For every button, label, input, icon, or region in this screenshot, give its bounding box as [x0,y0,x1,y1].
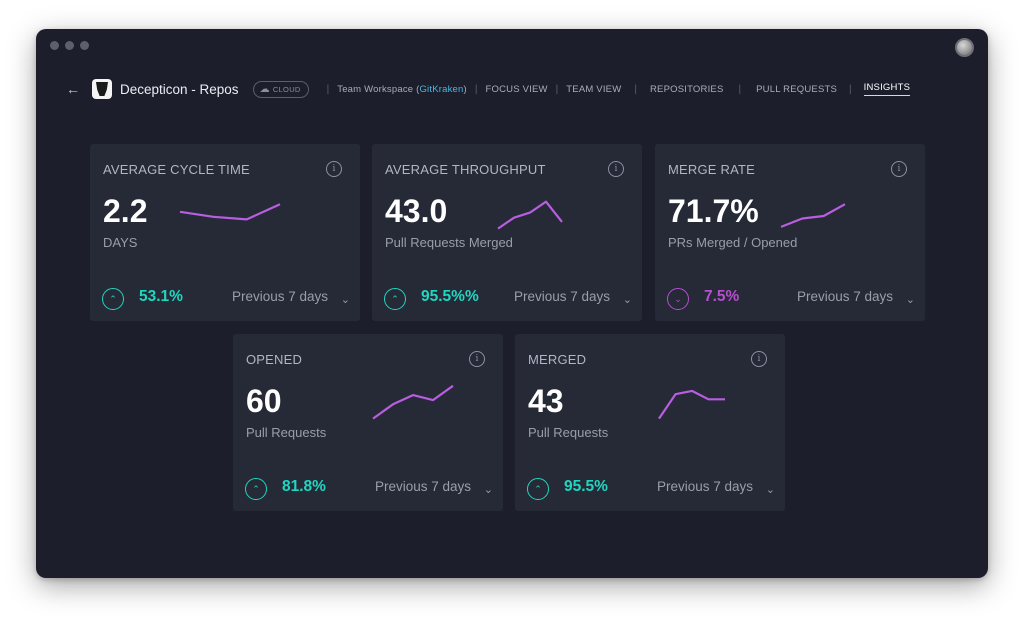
metric-card-merged: MERGED i 43 Pull Requests ⌃ 95.5% Previo… [515,334,785,511]
nav-pull-requests[interactable]: PULL REQUESTS [756,83,838,95]
change-percent: 95.5%% [421,288,479,305]
info-icon[interactable]: i [469,351,485,367]
nav-repositories[interactable]: REPOSITORIES [650,83,724,95]
chevron-up-circle-icon: ⌃ [527,478,549,500]
change-percent: 81.8% [282,478,326,495]
sparkline-series [179,203,281,221]
chevron-down-icon[interactable]: ⌄ [765,484,775,496]
metric-title: MERGED [528,352,587,367]
period-selector[interactable]: Previous 7 days [796,289,893,304]
workspace-suffix: ) [463,83,467,95]
workspace-selector[interactable]: Team Workspace (GitKraken) [337,84,467,95]
cloud-badge: ☁ CLOUD [252,80,309,98]
window-controls [50,41,89,50]
chevron-down-icon[interactable]: ⌄ [340,294,350,306]
repo-title: Decepticon - Repos [120,81,239,97]
close-window-button[interactable] [50,41,59,50]
sparkline-chart [179,203,281,221]
back-arrow-icon[interactable]: ← [66,81,80,97]
sparkline-chart [780,203,846,228]
metric-unit: DAYS [103,235,138,250]
sparkline-series [497,200,563,230]
period-selector[interactable]: Previous 7 days [513,289,610,304]
metric-card-merge-rate: MERGE RATE i 71.7% PRs Merged / Opened ⌄… [655,144,925,321]
nav-focus-view[interactable]: FOCUS VIEW [485,83,548,95]
cloud-label: CLOUD [272,84,301,94]
nav-divider: | [555,83,559,95]
change-percent: 7.5% [704,288,740,305]
cloud-icon: ☁ [259,83,270,95]
metric-value: 60 [246,383,282,419]
chevron-down-icon[interactable]: ⌄ [483,484,493,496]
nav-divider: | [634,83,637,95]
metric-value: 71.7% [668,193,759,229]
app-window: ← Decepticon - Repos ☁ CLOUD | Team Work… [36,29,988,578]
sparkline-series [372,384,454,420]
top-navigation-bar: ← Decepticon - Repos ☁ CLOUD | Team Work… [66,77,968,101]
metric-title: AVERAGE THROUGHPUT [385,162,546,177]
sparkline-chart [372,384,454,420]
sparkline-chart [658,389,725,420]
info-icon[interactable]: i [751,351,767,367]
info-icon[interactable]: i [608,161,624,177]
chevron-up-circle-icon: ⌃ [245,478,267,500]
metric-card-average-cycle-time: AVERAGE CYCLE TIME i 2.2 DAYS ⌃ 53.1% Pr… [90,144,360,321]
metric-unit: PRs Merged / Opened [668,235,798,250]
period-selector[interactable]: Previous 7 days [374,479,471,494]
metric-unit: Pull Requests [246,425,327,440]
info-icon[interactable]: i [326,161,342,177]
sparkline-series [658,389,725,420]
change-percent: 53.1% [139,288,183,305]
chevron-down-icon[interactable]: ⌄ [622,294,632,306]
sparkline-series [780,203,846,228]
sparkline-chart [497,200,563,230]
nav-team-view[interactable]: TEAM VIEW [566,83,622,95]
user-avatar-button[interactable] [955,38,974,57]
nav-divider: | [738,83,742,95]
maximize-window-button[interactable] [80,41,89,50]
metric-title: OPENED [246,352,303,367]
metric-value: 43.0 [385,193,448,229]
metric-card-average-throughput: AVERAGE THROUGHPUT i 43.0 Pull Requests … [372,144,642,321]
chevron-up-circle-icon: ⌃ [384,288,406,310]
metric-title: MERGE RATE [668,162,755,177]
nav-divider: | [849,83,852,95]
metric-card-opened: OPENED i 60 Pull Requests ⌃ 81.8% Previo… [233,334,503,511]
metric-value: 2.2 [103,193,148,229]
repo-logo [92,79,112,99]
minimize-window-button[interactable] [65,41,74,50]
nav-divider: | [326,83,330,95]
workspace-prefix: Team Workspace ( [337,83,420,95]
change-percent: 95.5% [564,478,608,495]
nav-divider: | [474,83,478,95]
period-selector[interactable]: Previous 7 days [231,289,328,304]
chevron-up-circle-icon: ⌃ [102,288,124,310]
metric-unit: Pull Requests Merged [385,235,513,250]
chevron-down-circle-icon: ⌄ [667,288,689,310]
workspace-org: GitKraken [419,83,464,95]
metric-value: 43 [528,383,564,419]
nav-insights[interactable]: INSIGHTS [863,82,911,96]
metric-unit: Pull Requests [528,425,609,440]
chevron-down-icon[interactable]: ⌄ [905,294,915,306]
period-selector[interactable]: Previous 7 days [656,479,753,494]
info-icon[interactable]: i [891,161,907,177]
metric-title: AVERAGE CYCLE TIME [103,162,250,177]
